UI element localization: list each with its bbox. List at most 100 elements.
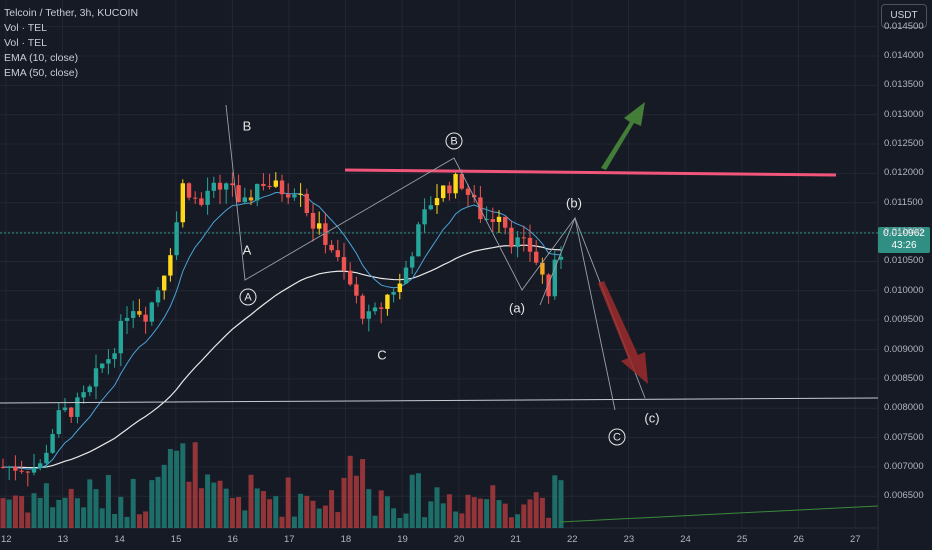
candle-body [155,290,161,303]
candle-body [236,185,241,203]
candle-body [19,470,24,472]
wave-label-b-paren: (b) [566,195,582,211]
candle-body [87,386,92,393]
candle-body [304,193,309,213]
volume-bar [0,498,6,528]
symbol-title[interactable]: Telcoin / Tether, 3h, KUCOIN [4,7,139,19]
price-axis-label: 0.013000 [884,108,924,120]
volume-bar [434,487,440,528]
candle-body [341,257,347,271]
ema-10-path [2,191,562,470]
volume-indicator-2[interactable]: Vol · TEL [4,37,47,49]
volume-bar [112,513,118,528]
candle-body [100,363,105,369]
volume-bar [329,490,335,528]
price-axis-label: 0.007000 [884,460,924,472]
volume-bar [546,517,552,528]
time-axis-label: 12 [1,534,12,545]
candle-body [509,227,514,248]
wave-circle-a: A [239,288,257,306]
volume-bar [372,515,378,528]
candle-body [503,216,508,228]
candle-body [558,256,564,260]
candle-body [44,452,49,464]
candle-body [465,188,471,195]
volume-bar [130,478,136,528]
volume-bar [502,503,508,528]
ema-10-indicator[interactable]: EMA (10, close) [4,52,79,64]
currency-button[interactable]: USDT [881,4,927,28]
volume-bar [223,488,229,528]
time-axis-label: 16 [227,534,238,545]
candle-body [410,256,415,268]
volume-bar [459,513,465,528]
candle-body [546,274,551,297]
candle-body [81,392,86,398]
candle-body [527,237,533,252]
trend-line-volume [559,505,879,523]
price-axis-label: 0.014000 [884,50,924,61]
candle-body [360,295,365,319]
volume-indicator-1[interactable]: Vol · TEL [4,22,47,34]
volume-bar [155,476,161,528]
volume-bar [558,480,564,528]
volume-bar [341,477,347,528]
candle-body [372,307,378,312]
volume-bar [533,492,539,528]
candle-body [397,283,402,293]
ema-50-indicator[interactable]: EMA (50, close) [4,67,79,79]
candle-body [174,222,179,256]
candle-body [273,180,278,187]
chart-legend: Telcoin / Tether, 3h, KUCOIN Vol · TEL V… [4,6,138,81]
candle-body [478,197,483,220]
candle-body [149,302,154,322]
candle-body [422,209,427,225]
candle-body [496,216,502,222]
volume-bar [93,489,99,528]
volume-bar [527,499,533,528]
volume-bar [167,448,173,528]
volume-bar [62,497,68,528]
volume-bar [477,498,483,528]
volume-bar [31,493,37,528]
candle-body [180,183,185,223]
candle-body [242,197,247,203]
candle-body [484,219,489,221]
price-axis-label: 0.010500 [884,255,924,267]
candle-body [354,284,359,296]
last-price-value: 0.010962 [883,228,925,239]
volume-bar [298,493,304,528]
candle-body [0,466,6,468]
candle-body [453,174,458,194]
wave-label-a-paren: (a) [509,300,525,316]
candle-body [441,185,446,199]
volume-bar [403,513,409,528]
wave-label-b: B [242,118,252,134]
wave-circle-c: C [608,428,626,446]
ema-50-line [2,244,562,469]
candle-body [329,244,334,251]
candle-body [428,205,433,210]
wave-label-c-paren: (c) [644,410,660,426]
volume-bar [43,483,49,528]
wave-path-secondary [539,216,616,411]
price-axis-label: 0.013500 [884,79,924,91]
time-axis-label: 22 [567,534,578,545]
volume-bar [248,474,254,528]
volume-bar [74,498,80,528]
wave-path-primary [225,104,646,399]
price-axis-label: 0.007500 [884,431,924,443]
price-axis-label: 0.008000 [884,402,924,414]
volume-bar [229,498,235,528]
time-axis-label: 26 [793,534,804,545]
volume-bar [143,511,149,528]
volume-bar [310,500,316,528]
volume-bar [68,488,74,528]
time-axis-label: 17 [284,534,295,545]
volume-bar [161,464,167,528]
candle-body [298,193,303,195]
price-axis-label: 0.012000 [884,167,924,179]
volume-bar [198,488,204,528]
time-axis-label: 27 [850,534,861,545]
